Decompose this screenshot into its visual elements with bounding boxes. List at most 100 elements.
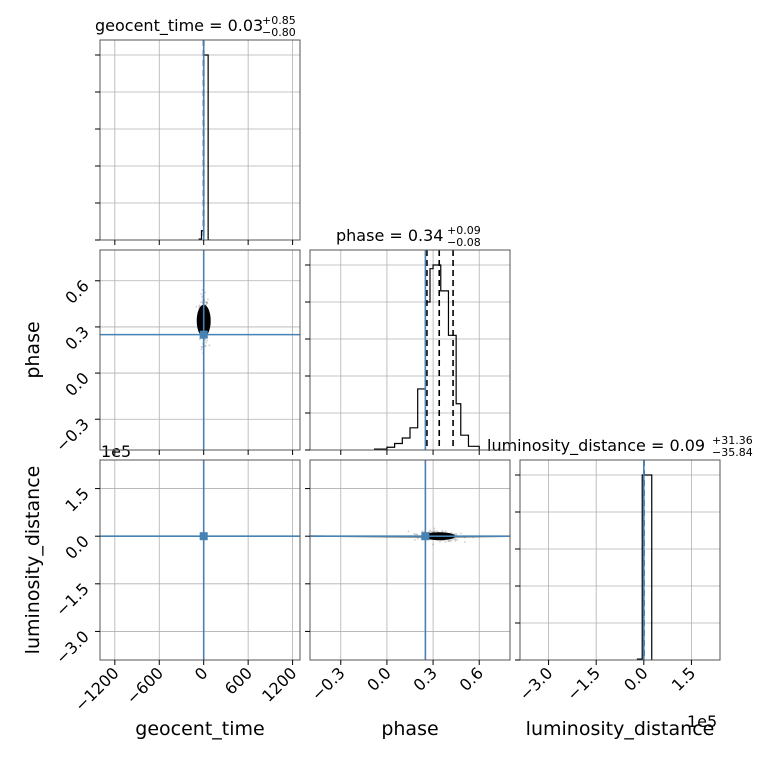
sample-point: [416, 537, 419, 540]
title-luminosity-distance: luminosity_distance = 0.09: [487, 436, 705, 456]
sample-point: [438, 540, 441, 543]
grid-0-0: [100, 40, 300, 240]
grid-2-0: [100, 460, 300, 660]
truth-marker: [199, 330, 208, 339]
sample-point: [201, 289, 204, 292]
xtick-label: −1.5: [563, 663, 604, 704]
sample-point: [208, 344, 211, 347]
sample-point: [416, 533, 419, 536]
sample-point: [200, 348, 203, 351]
hist-panel-phase: [305, 249, 511, 455]
hist-panel-geocent_time: [95, 39, 301, 245]
histogram-luminosity_distance: [636, 474, 653, 660]
title-phase-minus: −0.08: [447, 236, 481, 249]
sample-point: [206, 302, 209, 305]
xtick-label: 1200: [258, 663, 300, 705]
sample-point: [441, 530, 444, 533]
panel-content: [100, 460, 300, 660]
x-offset-text: 1e5: [687, 712, 717, 731]
sample-point: [433, 530, 436, 533]
y-offset-text: 1e5: [101, 442, 131, 461]
sample-point: [205, 301, 208, 304]
sample-point: [198, 304, 201, 307]
ytick-label: 1.5: [61, 484, 92, 515]
sample-point: [454, 538, 457, 541]
sample-point: [463, 541, 466, 544]
panel-content: [100, 250, 300, 450]
sample-point: [454, 539, 457, 542]
grid-1-1: [310, 250, 510, 450]
axes-frame: [99, 39, 301, 241]
ylabel-phase: phase: [22, 321, 44, 378]
sample-point: [454, 538, 457, 541]
sample-point: [428, 529, 431, 532]
sample-point: [204, 291, 207, 294]
title-phase: phase = 0.34: [336, 226, 443, 245]
hist-panel-luminosity_distance: −3.0 −1.5 0.0 1.5: [515, 459, 721, 704]
ylabel-luminosity-distance: luminosity_distance: [22, 466, 44, 655]
ytick-label: −3.0: [52, 627, 93, 668]
xtick-label: 600: [221, 663, 256, 698]
sample-point: [447, 540, 450, 543]
xtick-label: 0.3: [409, 663, 440, 694]
sample-point: [195, 305, 198, 308]
axes-frame: [309, 249, 511, 451]
xtick-label: 0.6: [456, 663, 487, 694]
sample-point: [206, 298, 209, 301]
sample-point: [204, 300, 207, 303]
sample-point: [433, 530, 436, 533]
sample-point: [455, 533, 458, 536]
sample-point: [435, 530, 438, 533]
xtick-label: −3.0: [515, 663, 556, 704]
sample-point: [432, 543, 435, 546]
sample-point: [200, 301, 203, 304]
title-luminosity-distance-plus: +31.36: [712, 434, 753, 447]
sample-point: [421, 530, 424, 533]
ytick-label: −0.3: [52, 415, 93, 456]
sample-point: [414, 533, 417, 536]
grid-2-2: [520, 460, 720, 660]
panel-content: [310, 460, 510, 660]
grid-2-1: [310, 460, 510, 660]
sample-point: [200, 293, 203, 296]
title-geocent-time: geocent_time = 0.03: [95, 16, 263, 36]
axes-frame: [99, 459, 301, 661]
xtick-label: 0.0: [620, 663, 651, 694]
title-phase-plus: +0.09: [447, 224, 481, 237]
sample-point: [433, 527, 436, 530]
ytick-label: 0.6: [61, 276, 92, 307]
sample-point: [444, 530, 447, 533]
scatter-panel-geocent_time-luminosity_distance: −1200 −600 0 600 1200 −3.0 −1.5 0.0 1.5: [52, 459, 301, 715]
sample-point: [460, 532, 463, 535]
truth-marker: [421, 532, 430, 541]
title-geocent-time-minus: −0.80: [262, 26, 296, 39]
axes-frame: [99, 249, 301, 451]
xtick-label: −1200: [71, 663, 123, 715]
histogram-phase: [374, 264, 480, 450]
sample-point: [205, 341, 208, 344]
axes-frame: [519, 459, 721, 661]
sample-point: [204, 345, 207, 348]
xtick-label: 0.0: [363, 663, 394, 694]
sample-point: [415, 533, 418, 536]
scatter-panel-geocent_time-phase: −0.3 0.0 0.3 0.6: [52, 249, 301, 456]
xtick-label: −0.3: [308, 663, 349, 704]
sample-point: [201, 295, 204, 298]
xtick-label: 1.5: [668, 663, 699, 694]
ytick-label: 0.0: [61, 532, 92, 563]
sample-point: [413, 532, 416, 535]
sample-point: [205, 301, 208, 304]
sample-point: [453, 533, 456, 536]
xlabel-geocent-time: geocent_time: [135, 718, 264, 740]
sample-point: [205, 301, 208, 304]
title-geocent-time-plus: +0.85: [262, 14, 296, 27]
panel-content: [636, 460, 653, 660]
sample-point: [454, 533, 457, 536]
panel-content: [374, 250, 480, 450]
xlabel-luminosity-distance: luminosity_distance: [526, 718, 715, 740]
sample-point: [407, 530, 410, 533]
sample-point: [429, 530, 432, 533]
sample-point: [444, 540, 447, 543]
sample-point: [413, 538, 416, 541]
